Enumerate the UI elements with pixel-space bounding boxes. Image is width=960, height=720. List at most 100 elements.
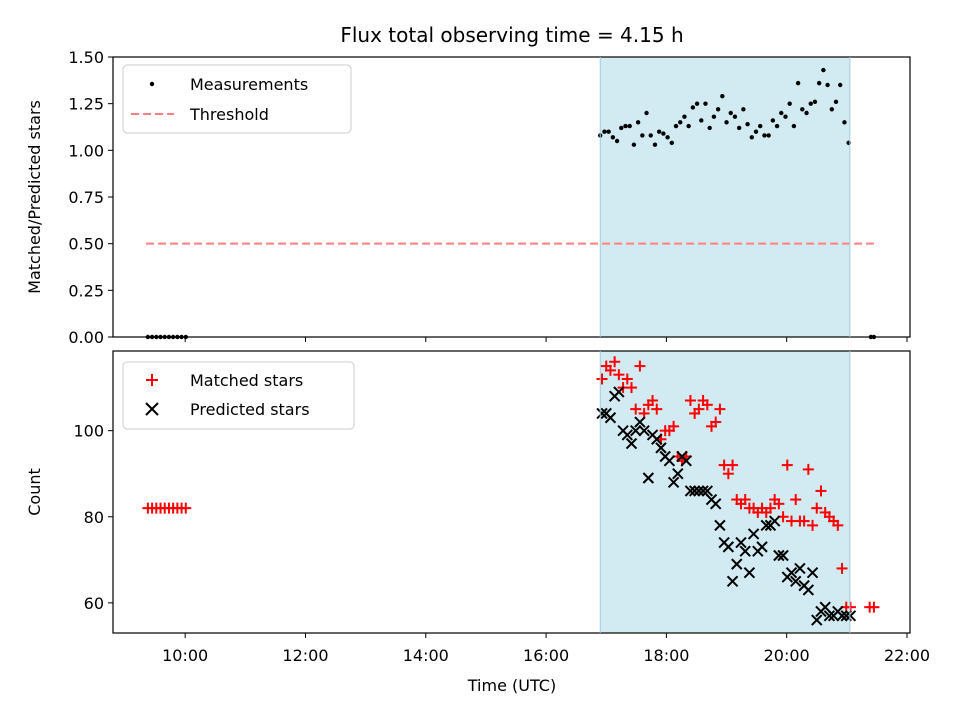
measurement-point xyxy=(749,135,755,140)
matched-star-point xyxy=(781,459,793,471)
matched-star-point xyxy=(739,494,751,506)
matched-star-point xyxy=(609,356,621,368)
measurement-point xyxy=(602,129,607,134)
measurement-point xyxy=(762,133,767,138)
predicted-star-point xyxy=(672,467,684,480)
top-y-tick-label: 0.25 xyxy=(68,281,104,300)
predicted-star-point xyxy=(739,545,751,557)
measurement-point xyxy=(745,122,750,127)
matched-star-point xyxy=(764,502,776,514)
predicted-star-point xyxy=(756,541,768,553)
measurement-point xyxy=(619,125,624,131)
matched-star-point xyxy=(180,502,192,514)
x-tick-label: 10:00 xyxy=(162,646,208,665)
predicted-star-point xyxy=(726,575,739,588)
top-y-axis-label: Matched/Predicted stars xyxy=(25,100,44,294)
predicted-star-point xyxy=(743,567,756,579)
x-tick-label: 22:00 xyxy=(884,646,930,665)
matched-star-point xyxy=(798,515,810,527)
predicted-star-d2 xyxy=(613,386,625,398)
bot-y-tick-label: 100 xyxy=(73,422,104,441)
predicted-star-d2 xyxy=(756,541,768,553)
chart-title: Flux total observing time = 4.15 h xyxy=(340,23,683,47)
predicted-star-d2 xyxy=(630,424,642,437)
predicted-star-point xyxy=(794,562,806,575)
matched-star-point xyxy=(832,519,844,531)
predicted-star-point xyxy=(844,610,857,622)
measurement-point xyxy=(640,133,645,138)
predicted-star-d2 xyxy=(655,442,667,454)
predicted-star-point xyxy=(802,584,815,596)
predicted-star-point xyxy=(773,549,785,562)
bottom-x-ticks: 10:00 12:00 14:00 16:00 18:00 20:00 22:00 xyxy=(162,633,930,665)
predicted-star-d2 xyxy=(819,601,831,613)
measurement-point xyxy=(724,120,729,125)
matched-star-point xyxy=(613,369,625,381)
predicted-star-point xyxy=(634,416,646,428)
predicted-star-point xyxy=(684,485,697,497)
predicted-star-d2 xyxy=(836,610,848,622)
measurement-point xyxy=(821,67,826,73)
measurement-point xyxy=(678,120,683,125)
predicted-star-point xyxy=(811,614,823,626)
predicted-star-point xyxy=(819,601,831,613)
top-x-ticks xyxy=(184,337,908,342)
predicted-star-point xyxy=(701,485,713,497)
measurement-point xyxy=(753,129,759,134)
top-legend-box xyxy=(122,64,352,134)
matched-star-point xyxy=(596,373,608,385)
matched-star-point xyxy=(815,485,827,497)
matched-star-point xyxy=(626,382,638,394)
predicted-star-d2 xyxy=(688,485,701,497)
predicted-star-point xyxy=(836,610,848,622)
predicted-star-point xyxy=(731,558,743,570)
measurement-point xyxy=(631,142,637,147)
legend-measurements-label: Measurements xyxy=(190,75,308,94)
measurement-point xyxy=(652,142,658,147)
matched-star-point xyxy=(807,519,819,531)
measurement-point xyxy=(661,131,666,136)
legend-measurements-marker xyxy=(149,81,155,87)
matched-star-point xyxy=(802,463,814,475)
matched-star-point xyxy=(604,364,616,376)
matched-star-point xyxy=(773,498,785,510)
measurement-point xyxy=(728,110,733,116)
predicted-star-point xyxy=(714,519,726,532)
measurement-point xyxy=(715,107,721,112)
predicted-star-d2 xyxy=(811,614,823,626)
top-panel: 0.00 0.25 0.50 0.75 1.00 1.25 1.50 Matched/Pre… xyxy=(25,48,911,347)
measurements-series xyxy=(145,67,877,340)
bot-y-tick-label: 80 xyxy=(84,508,104,527)
predicted-star-point xyxy=(688,485,701,497)
predicted-star-d2 xyxy=(777,549,789,562)
matched-star-point xyxy=(714,403,726,415)
predicted-star-point xyxy=(630,424,642,437)
top-y-tick-label: 1.50 xyxy=(68,48,104,67)
measurement-point xyxy=(648,133,653,138)
measurement-point xyxy=(825,82,830,88)
predicted-star-d2 xyxy=(621,429,633,441)
predicted-star-d2 xyxy=(731,558,743,570)
measurement-point xyxy=(812,99,818,105)
top-legend: Measurements Threshold xyxy=(122,64,352,134)
predicted-star-point xyxy=(663,455,676,467)
predicted-star-d2 xyxy=(625,437,638,450)
measurement-point xyxy=(829,107,835,112)
predicted-star-d2 xyxy=(802,584,815,596)
predicted-star-d2 xyxy=(790,575,802,588)
measurement-point xyxy=(669,140,675,146)
predicted-star-d2 xyxy=(693,485,705,497)
predicted-star-d2 xyxy=(722,541,735,553)
measurement-point xyxy=(736,125,742,131)
measurement-point xyxy=(804,110,809,116)
predicted-star-point xyxy=(651,433,663,445)
predicted-star-point xyxy=(621,429,633,441)
matched-star-point xyxy=(727,459,739,471)
predicted-star-point xyxy=(697,485,709,497)
predicted-star-point xyxy=(777,549,789,562)
legend-matched-label: Matched stars xyxy=(190,371,303,390)
measurement-point xyxy=(816,80,822,86)
measurement-point xyxy=(627,123,632,129)
predicted-star-point xyxy=(667,476,680,489)
measurement-point xyxy=(766,133,771,138)
